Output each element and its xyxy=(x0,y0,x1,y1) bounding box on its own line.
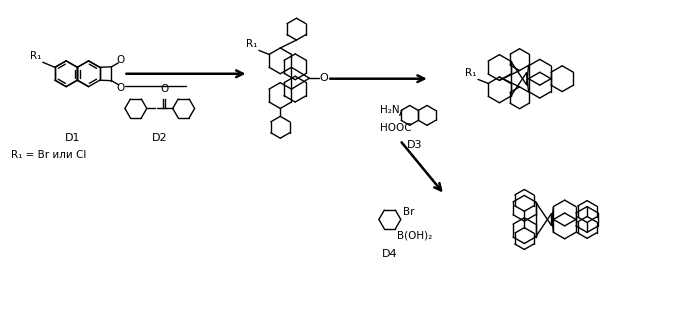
Text: Br: Br xyxy=(403,208,415,217)
Text: O: O xyxy=(116,83,124,93)
Text: HOOC: HOOC xyxy=(380,123,412,133)
Text: H₂N: H₂N xyxy=(380,106,400,115)
Text: D4: D4 xyxy=(382,249,398,259)
Text: O: O xyxy=(319,73,328,83)
Text: D3: D3 xyxy=(407,140,422,150)
Text: O: O xyxy=(116,55,124,65)
Text: R₁: R₁ xyxy=(465,68,476,79)
Text: R₁: R₁ xyxy=(29,51,41,61)
Text: R₁ = Br или Cl: R₁ = Br или Cl xyxy=(11,150,87,160)
Text: O: O xyxy=(161,84,169,94)
Text: B(OH)₂: B(OH)₂ xyxy=(397,231,433,241)
Text: D2: D2 xyxy=(152,133,168,143)
Text: R₁: R₁ xyxy=(246,39,257,49)
Text: D1: D1 xyxy=(65,133,80,143)
